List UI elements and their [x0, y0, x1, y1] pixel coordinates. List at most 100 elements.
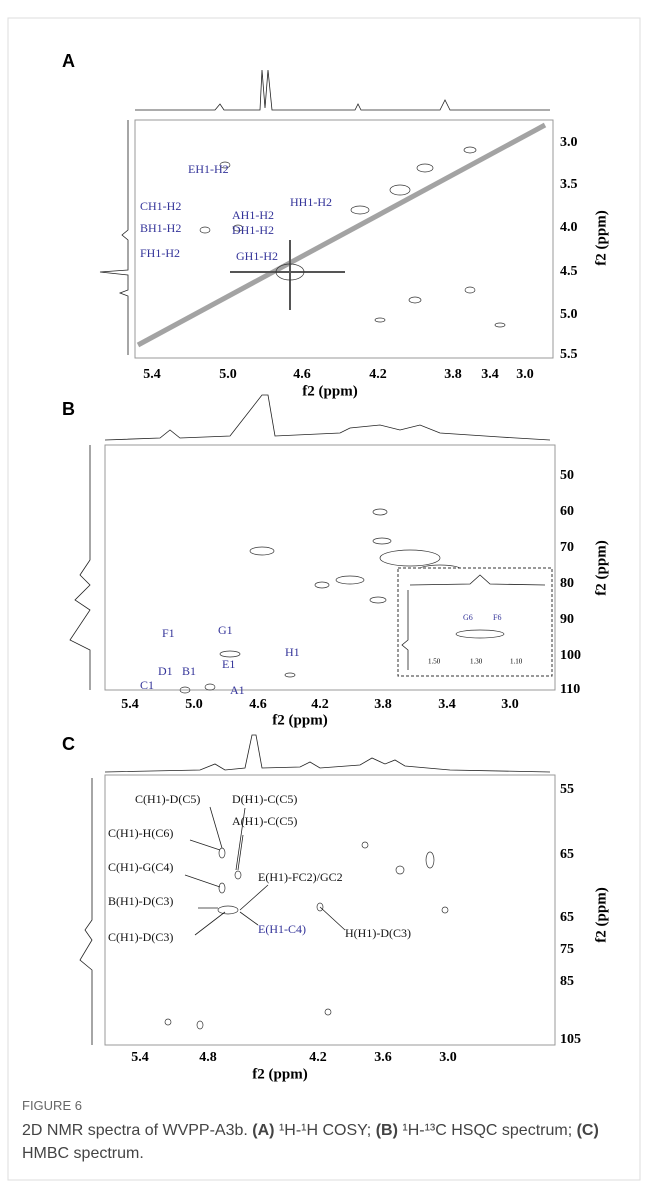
x-tick-label: 3.4	[481, 367, 499, 382]
y-tick-label: 3.0	[560, 135, 578, 150]
annotation: FH1-H2	[140, 246, 180, 260]
annotation: C1	[140, 678, 154, 692]
x-tick-label: 4.8	[199, 1050, 217, 1065]
x-axis-label: f2 (ppm)	[252, 1066, 307, 1082]
annotation: E(H1)-FC2)/GC2	[258, 870, 343, 884]
annotation: F1	[162, 626, 175, 640]
y-axis-label: f2 (ppm)	[593, 210, 609, 265]
inset-spectra	[401, 574, 546, 670]
annotation: C(H1)-H(C6)	[108, 826, 173, 840]
spectrum-left	[99, 120, 129, 355]
plot-frame	[134, 119, 554, 359]
caption-segment: HMBC spectrum.	[22, 1145, 144, 1162]
caption-segment: ¹H-¹H COSY;	[274, 1122, 376, 1139]
annotation: HH1-H2	[290, 195, 332, 209]
y-ticks: 3.0 3.5 4.0 4.5 5.0 5.5	[560, 135, 578, 362]
y-tick-label: 80	[560, 576, 574, 591]
x-tick-label: 5.4	[131, 1050, 149, 1065]
inset-tick: 1.10	[510, 658, 523, 666]
caption-label: FIGURE 6	[22, 1098, 82, 1113]
y-tick-label: 100	[560, 648, 581, 663]
panel-label: A	[62, 51, 75, 71]
plot-frame	[104, 774, 556, 1046]
x-tick-label: 4.6	[293, 367, 311, 382]
spectrum-left	[79, 778, 93, 1045]
x-tick-label: 3.0	[439, 1050, 457, 1065]
y-tick-label: 105	[560, 1032, 581, 1047]
caption-segment: (A)	[252, 1122, 275, 1139]
spectrum-top	[104, 394, 551, 441]
cross-peak	[230, 240, 345, 310]
diagonal	[136, 122, 547, 348]
inset-tick: 1.50	[428, 658, 441, 666]
y-ticks: 50 60 70 80 90 100 110	[560, 468, 581, 697]
x-tick-label: 5.4	[121, 697, 139, 712]
y-tick-label: 5.5	[560, 347, 578, 362]
annotation: H(H1)-D(C3)	[345, 926, 411, 940]
x-tick-label: 3.4	[438, 697, 456, 712]
annotation: E(H1-C4)	[258, 922, 306, 936]
y-tick-label: 55	[560, 782, 574, 797]
caption-text: 2D NMR spectra of WVPP-A3b. (A) ¹H-¹H CO…	[22, 1119, 622, 1165]
annotation: D(H1)-C(C5)	[232, 792, 297, 806]
x-axis-label: f2 (ppm)	[272, 712, 327, 728]
annotation: A1	[230, 683, 245, 697]
x-tick-label: 3.0	[501, 697, 519, 712]
annotation: C(H1)-G(C4)	[108, 860, 173, 874]
y-axis-label: f2 (ppm)	[593, 887, 609, 942]
y-ticks: 55 65 65 75 85 105	[560, 782, 581, 1047]
panel-label: B	[62, 399, 75, 419]
x-ticks: 5.4 5.0 4.6 4.2 3.8 3.4 3.0 f2 (ppm)	[121, 697, 519, 728]
y-tick-label: 4.0	[560, 220, 578, 235]
x-axis-label: f2 (ppm)	[302, 383, 357, 399]
annotation: AH1-H2	[232, 208, 274, 222]
y-tick-label: 4.5	[560, 264, 578, 279]
annotation: G1	[218, 623, 233, 637]
y-tick-label: 60	[560, 504, 574, 519]
x-ticks: 5.4 4.8 4.2 3.6 3.0 f2 (ppm)	[131, 1050, 457, 1082]
x-tick-label: 3.0	[516, 367, 534, 382]
annotation: BH1-H2	[140, 221, 181, 235]
x-tick-label: 5.0	[219, 367, 237, 382]
x-tick-label: 4.2	[369, 367, 387, 382]
inset-tick: 1.30	[470, 658, 483, 666]
caption-segment: (C)	[576, 1122, 599, 1139]
x-tick-label: 3.8	[444, 367, 462, 382]
x-tick-label: 3.6	[374, 1050, 392, 1065]
panel-label: C	[62, 734, 75, 754]
spectrum-left	[69, 445, 91, 690]
annotation-arrows	[184, 806, 346, 936]
annotation: B1	[182, 664, 196, 678]
x-tick-label: 4.6	[249, 697, 267, 712]
x-tick-label: 5.0	[185, 697, 203, 712]
plot-frame	[104, 444, 556, 691]
y-tick-label: 75	[560, 942, 574, 957]
annotation: E1	[222, 657, 235, 671]
contours	[164, 841, 449, 1030]
contours	[199, 146, 506, 328]
y-tick-label: 50	[560, 468, 574, 483]
y-axis-label: f2 (ppm)	[593, 540, 609, 595]
annotation: A(H1)-C(C5)	[232, 814, 297, 828]
inset-contour	[455, 629, 505, 639]
y-tick-label: 5.0	[560, 307, 578, 322]
contours	[179, 508, 463, 694]
spectrum-top	[104, 734, 551, 773]
x-ticks: 5.4 5.0 4.6 4.2 3.8 3.4 3.0 f2 (ppm)	[143, 367, 534, 399]
annotation: DH1-H2	[232, 223, 274, 237]
annotation: CH1-H2	[140, 199, 181, 213]
annotation: B(H1)-D(C3)	[108, 894, 173, 908]
inset-frame	[397, 567, 553, 677]
annotation: D1	[158, 664, 173, 678]
inset-annotation: F6	[493, 613, 501, 622]
annotation: EH1-H2	[188, 162, 229, 176]
x-tick-label: 4.2	[309, 1050, 327, 1065]
frame	[7, 17, 641, 1181]
annotation: C(H1)-D(C3)	[108, 930, 173, 944]
x-tick-label: 4.2	[311, 697, 329, 712]
y-tick-label: 110	[560, 682, 580, 697]
caption-segment: ¹H-¹³C HSQC spectrum;	[397, 1122, 577, 1139]
caption-segment: 2D NMR spectra of WVPP-A3b.	[22, 1122, 253, 1139]
inset-annotation: G6	[463, 613, 473, 622]
